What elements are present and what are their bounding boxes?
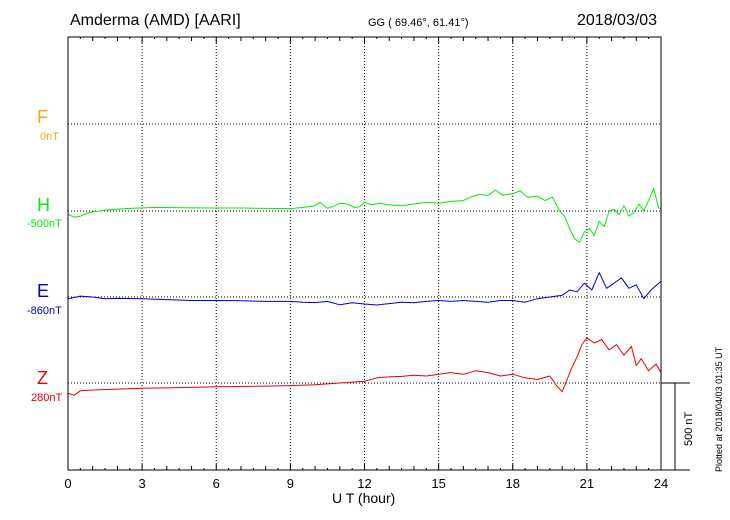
x-tick-label: 9: [287, 476, 294, 491]
scale-bar-label: 500 nT: [683, 411, 695, 446]
x-tick-label: 24: [654, 476, 668, 491]
series-line-e: [67, 272, 662, 306]
x-axis-label: U T (hour): [332, 490, 396, 506]
plot-date: 2018/03/03: [577, 12, 658, 29]
x-tick-label: 12: [357, 476, 371, 491]
plotted-timestamp: Plotted at 2018/04/03 01:35 UT: [714, 346, 724, 472]
component-baseline-h: -500nT: [27, 218, 62, 230]
x-tick-label: 21: [580, 476, 594, 491]
axis-ticks: 0 3 6 9 12 15 18 21 24: [64, 37, 668, 491]
x-tick-label: 3: [139, 476, 146, 491]
x-tick-label: 0: [64, 476, 71, 491]
component-label-f: F: [37, 107, 48, 127]
station-coordinates: GG ( 69.46°, 61.41°): [368, 17, 469, 29]
component-baseline-e: -860nT: [27, 305, 62, 317]
component-label-h: H: [37, 195, 50, 215]
series-layer: [67, 187, 662, 396]
component-label-e: E: [37, 281, 50, 301]
component-baseline-z: 280nT: [31, 392, 63, 404]
x-tick-label: 18: [506, 476, 520, 491]
scale-bar: [661, 382, 690, 471]
x-tick-label: 6: [213, 476, 220, 491]
grid-lines: [68, 37, 661, 470]
component-label-z: Z: [37, 368, 48, 388]
series-line-h: [67, 187, 662, 243]
station-title: Amderma (AMD) [AARI]: [70, 12, 241, 29]
component-baseline-f: 0nT: [40, 131, 59, 143]
x-tick-label: 15: [431, 476, 445, 491]
series-line-z: [67, 337, 662, 396]
